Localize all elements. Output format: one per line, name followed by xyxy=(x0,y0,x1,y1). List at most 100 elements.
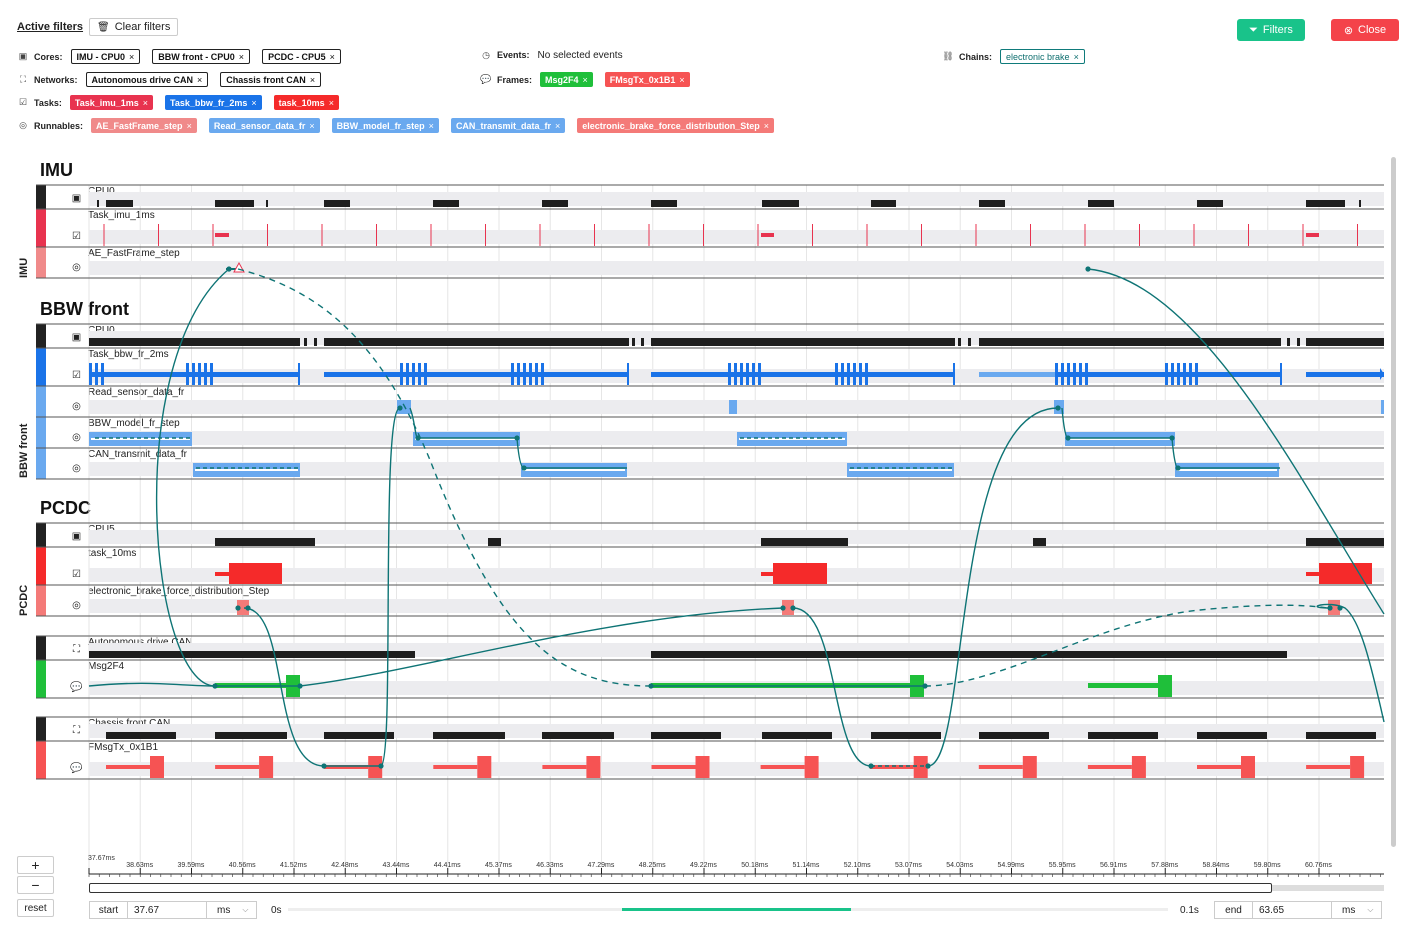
chip-task-bbw[interactable]: Task_bbw_fr_2ms × xyxy=(165,95,262,110)
chip-core-bbw[interactable]: BBW front - CPU0 × xyxy=(152,49,251,64)
end-input[interactable]: 63.65 xyxy=(1259,904,1285,916)
task-end-mark xyxy=(1280,363,1282,385)
row-color-bar xyxy=(36,448,46,479)
chain-link xyxy=(792,607,872,767)
chip-network-autonomous[interactable]: Autonomous drive CAN × xyxy=(85,72,209,87)
task-preempt-mark xyxy=(752,363,755,385)
cpu-busy-bar xyxy=(304,338,307,346)
row-color-bar xyxy=(36,386,46,417)
start-input[interactable]: 37.67 xyxy=(134,904,160,916)
row-track xyxy=(89,762,1384,776)
task-preempt-mark xyxy=(1189,363,1192,385)
task-end-mark xyxy=(953,363,955,385)
vertical-scrollbar[interactable] xyxy=(1391,157,1396,847)
network-busy-bar xyxy=(762,732,832,739)
task-preempt-mark xyxy=(1183,363,1186,385)
task-preempt-mark xyxy=(1177,363,1180,385)
start-label: start xyxy=(90,902,128,918)
task-preempt-mark xyxy=(1061,363,1064,385)
axis-tick-label: 53.07ms xyxy=(895,862,922,869)
cpu-busy-bar xyxy=(641,338,644,346)
frame-bar xyxy=(215,765,260,769)
frame-bar xyxy=(978,765,1023,769)
chip-runnable-ebfd[interactable]: electronic_brake_force_distribution_Step… xyxy=(577,118,775,133)
network-icon: ⛶ xyxy=(73,644,80,655)
chain-node xyxy=(925,763,931,769)
chip-task-imu[interactable]: Task_imu_1ms × xyxy=(69,95,153,110)
zoom-out-button[interactable]: − xyxy=(17,876,54,894)
chip-network-chassis[interactable]: Chassis front CAN × xyxy=(220,72,322,87)
task-preempt-mark xyxy=(746,363,749,385)
range-fill[interactable] xyxy=(622,908,852,911)
chip-runnable-ae[interactable]: AE_FastFrame_step × xyxy=(91,118,197,133)
frame-bar xyxy=(869,765,914,769)
chain-node xyxy=(790,605,796,611)
chip-core-pcdc[interactable]: PCDC - CPU5 × xyxy=(262,49,341,64)
close-button[interactable]: ⊗ Close xyxy=(1331,19,1399,41)
chevron-down-icon: ⌵ xyxy=(242,905,249,914)
task-preempt-mark xyxy=(89,363,92,385)
zoom-in-button[interactable]: + xyxy=(17,856,54,874)
network-busy-bar xyxy=(1306,732,1376,739)
active-filters-title[interactable]: Active filters xyxy=(17,21,84,33)
row-color-bar xyxy=(36,660,46,698)
row-track xyxy=(89,192,1384,206)
task-preempt-mark xyxy=(853,363,856,385)
network-busy-bar xyxy=(89,651,415,658)
axis-tick-label: 50.18ms xyxy=(741,862,769,869)
task-exec-bar xyxy=(651,372,955,377)
reset-button[interactable]: reset xyxy=(17,899,54,917)
cpu-busy-bar xyxy=(871,200,896,207)
networks-filter: ⛶ Networks: Autonomous drive CAN × Chassis… xyxy=(17,72,333,87)
chip-frame-fmsgtx[interactable]: FMsgTx_0x1B1 × xyxy=(604,72,690,87)
task-preempt-mark xyxy=(418,363,421,385)
task-exec-bar xyxy=(979,372,1281,377)
axis-tick-label: 38.63ms xyxy=(126,862,154,869)
frame-bar xyxy=(150,756,164,778)
row-label: electronic_brake_force_distribution_Step xyxy=(88,586,270,597)
row-track xyxy=(89,230,1384,244)
task-preempt-mark xyxy=(95,363,98,385)
chip-chain-brake[interactable]: electronic brake × xyxy=(1000,49,1085,64)
chip-frame-msg2f4[interactable]: Msg2F4 × xyxy=(540,72,593,87)
task-exec-bar xyxy=(761,233,774,237)
start-unit-select[interactable]: ms ⌵ xyxy=(206,902,256,918)
task-preempt-mark xyxy=(835,363,838,385)
task-exec-bar xyxy=(215,572,229,576)
filters-button[interactable]: ⏷ Filters xyxy=(1237,19,1305,41)
frame-bar xyxy=(368,756,383,778)
task-preempt-mark xyxy=(1165,363,1168,385)
frame-bar xyxy=(1158,675,1172,697)
task-preempt-mark xyxy=(728,363,731,385)
cpu-busy-bar xyxy=(1287,338,1290,346)
task-preempt-mark xyxy=(841,363,844,385)
row-track xyxy=(89,462,1384,476)
task-exec-bar xyxy=(1306,372,1384,377)
cpu-busy-bar xyxy=(314,338,317,346)
cpu-busy-bar xyxy=(215,200,254,207)
chain-link-dashed xyxy=(924,604,1329,687)
network-icon: ⛶ xyxy=(19,74,27,84)
task-exec-bar xyxy=(1319,563,1372,584)
task-preempt-mark xyxy=(406,363,409,385)
task-end-mark xyxy=(627,363,629,385)
row-label: Read_sensor_data_fr xyxy=(88,387,185,398)
start-control: start 37.67 ms ⌵ xyxy=(89,901,257,919)
chip-runnable-bbw[interactable]: BBW_model_fr_step × xyxy=(331,118,439,133)
chip-core-imu[interactable]: IMU - CPU0 × xyxy=(70,49,141,64)
time-window-slider[interactable] xyxy=(89,883,1272,893)
end-unit-select[interactable]: ms ⌵ xyxy=(1331,902,1381,918)
cpu-busy-bar xyxy=(762,200,799,207)
chip-runnable-can[interactable]: CAN_transmit_data_fr × xyxy=(450,118,566,133)
task-preempt-mark xyxy=(859,363,862,385)
row-label: task_10ms xyxy=(88,548,137,559)
cpu-icon: ▣ xyxy=(71,531,82,542)
chip-runnable-read[interactable]: Read_sensor_data_fr × xyxy=(208,118,320,133)
runnable-icon: ◎ xyxy=(72,262,81,273)
network-busy-bar xyxy=(1088,732,1158,739)
network-busy-bar xyxy=(1197,732,1267,739)
clear-filters-button[interactable]: 🗑 Clear filters xyxy=(89,18,179,36)
network-busy-bar xyxy=(542,732,614,739)
chip-task-pcdc[interactable]: task_10ms × xyxy=(273,95,339,110)
